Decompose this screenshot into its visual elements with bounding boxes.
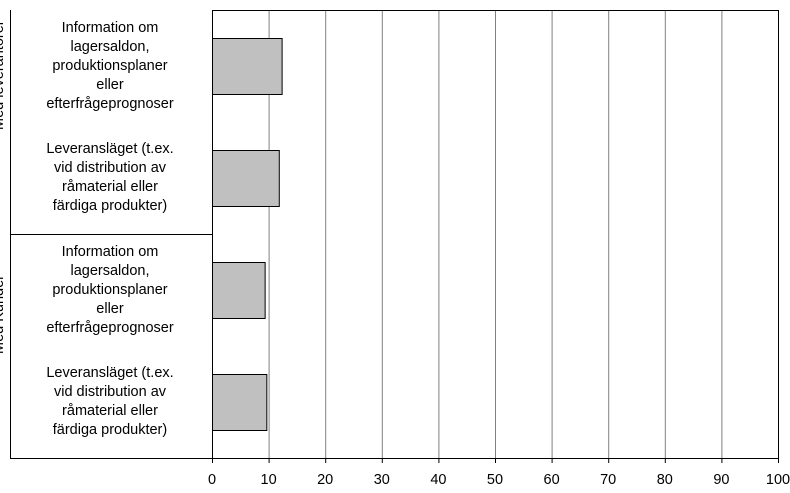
x-tick-label: 0	[207, 472, 217, 488]
category-label-line: eller	[96, 76, 124, 93]
category-label-line: Leveransläget (t.ex.	[46, 141, 174, 157]
x-tick-label: 80	[656, 472, 673, 488]
x-tick-label: 60	[543, 472, 560, 488]
category-label: Information om lagersaldon, produktionspla…	[10, 19, 210, 114]
category-label-line: färdiga produkter)	[52, 198, 168, 214]
bar	[212, 150, 280, 207]
category-label: Leveransläget (t.ex. vid distribution av r…	[10, 364, 210, 440]
category-label-line: vid distribution av	[53, 160, 167, 176]
x-tick-label: 100	[765, 472, 790, 488]
x-tick-label: 40	[430, 472, 447, 488]
bar	[212, 38, 283, 95]
x-tick-label: 10	[260, 472, 277, 488]
bar	[212, 262, 266, 319]
x-tick-label: 50	[486, 472, 504, 488]
category-label-line: lagersaldon,	[70, 38, 150, 55]
category-label-line: Leveransläget (t.ex.	[46, 365, 174, 381]
category-label-line: produktionsplaner	[52, 281, 168, 298]
x-tick-label: 30	[373, 472, 390, 488]
category-label-line: produktionsplaner	[52, 57, 168, 74]
x-tick-label: 20	[317, 472, 334, 488]
category-label-line: eller	[96, 300, 124, 317]
category-label-line: efterfrågeprognoser	[46, 95, 174, 112]
category-label-line: efterfrågeprognoser	[46, 319, 174, 336]
category-label-line: Information om	[61, 19, 159, 36]
category-label-line: råmaterial eller	[62, 403, 158, 419]
x-tick-label: 70	[600, 472, 617, 488]
category-label-line: Information om	[61, 243, 159, 260]
category-label-line: lagersaldon,	[70, 262, 150, 279]
category-label-line: färdiga produkter)	[52, 422, 168, 438]
group-label: Med leverantörer	[0, 20, 7, 130]
category-label: Leveransläget (t.ex. vid distribution av r…	[10, 140, 210, 216]
bar	[212, 374, 268, 431]
group-label: Med Kunder	[0, 275, 7, 354]
category-label-line: råmaterial eller	[62, 179, 158, 195]
category-label: Information om lagersaldon, produktionspla…	[10, 243, 210, 338]
category-label-line: vid distribution av	[53, 384, 167, 400]
x-tick-label: 90	[713, 472, 730, 488]
